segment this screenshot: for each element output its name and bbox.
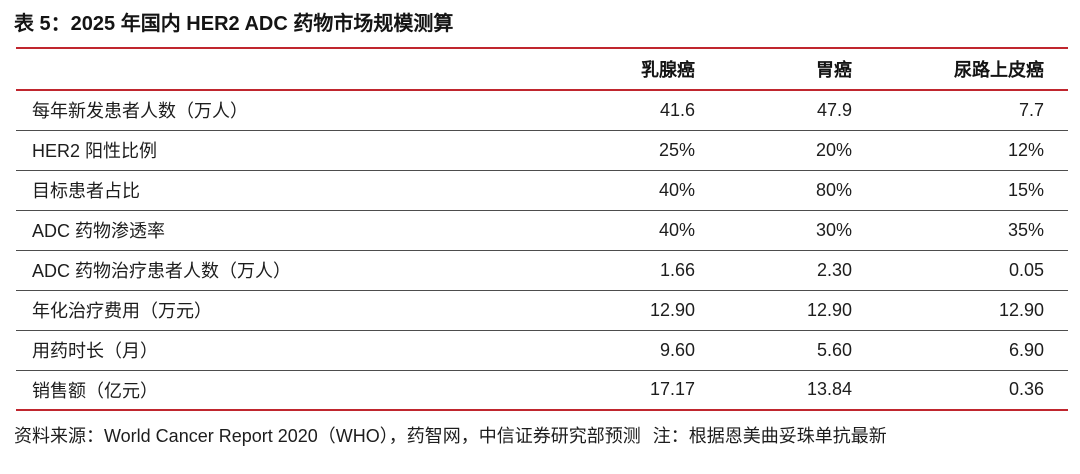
row-label: ADC 药物治疗患者人数（万人） [16, 250, 416, 291]
row-value: 40% [416, 210, 719, 251]
header-row-label [16, 47, 416, 91]
table-row: ADC 药物渗透率 40% 30% 35% [16, 210, 1068, 251]
row-label: 每年新发患者人数（万人） [16, 90, 416, 131]
table-row: HER2 阳性比例 25% 20% 12% [16, 130, 1068, 171]
source-text: 资料来源：World Cancer Report 2020（WHO），药智网，中… [14, 426, 641, 446]
row-value: 41.6 [416, 90, 719, 131]
header-col-urothelial-cancer: 尿路上皮癌 [876, 47, 1068, 91]
row-value: 1.66 [416, 250, 719, 291]
row-value: 25% [416, 130, 719, 171]
table-title: 表 5：2025 年国内 HER2 ADC 药物市场规模测算 [14, 13, 454, 35]
source-note-line: 资料来源：World Cancer Report 2020（WHO），药智网，中… [14, 424, 1066, 448]
row-value: 0.05 [876, 250, 1068, 291]
row-label: 目标患者占比 [16, 170, 416, 211]
row-label: 销售额（亿元） [16, 370, 416, 411]
row-value: 9.60 [416, 330, 719, 371]
row-label: ADC 药物渗透率 [16, 210, 416, 251]
row-label: 年化治疗费用（万元） [16, 290, 416, 331]
table-row: 销售额（亿元） 17.17 13.84 0.36 [16, 370, 1068, 411]
header-col-breast-cancer: 乳腺癌 [416, 47, 719, 91]
row-value: 47.9 [719, 90, 876, 131]
row-value: 80% [719, 170, 876, 211]
table-row: 用药时长（月） 9.60 5.60 6.90 [16, 330, 1068, 371]
row-value: 35% [876, 210, 1068, 251]
row-value: 12% [876, 130, 1068, 171]
row-value: 15% [876, 170, 1068, 211]
table-row: 年化治疗费用（万元） 12.90 12.90 12.90 [16, 290, 1068, 331]
market-size-table: 乳腺癌 胃癌 尿路上皮癌 每年新发患者人数（万人） 41.6 47.9 7.7 HER2… [16, 47, 1068, 411]
row-value: 6.90 [876, 330, 1068, 371]
row-value: 5.60 [719, 330, 876, 371]
table-body: 每年新发患者人数（万人） 41.6 47.9 7.7 HER2 阳性比例 25% 20% 12… [16, 90, 1068, 411]
table-row: 目标患者占比 40% 80% 15% [16, 170, 1068, 211]
row-value: 2.30 [719, 250, 876, 291]
row-label: HER2 阳性比例 [16, 130, 416, 171]
row-value: 30% [719, 210, 876, 251]
row-value: 20% [719, 130, 876, 171]
row-value: 7.7 [876, 90, 1068, 131]
header-row: 乳腺癌 胃癌 尿路上皮癌 [16, 47, 1068, 91]
row-label: 用药时长（月） [16, 330, 416, 371]
table-header: 乳腺癌 胃癌 尿路上皮癌 [16, 47, 1068, 91]
table-row: 每年新发患者人数（万人） 41.6 47.9 7.7 [16, 90, 1068, 131]
row-value: 12.90 [416, 290, 719, 331]
note-text: 注：根据恩美曲妥珠单抗最新 [652, 426, 887, 446]
row-value: 12.90 [719, 290, 876, 331]
row-value: 17.17 [416, 370, 719, 411]
row-value: 12.90 [876, 290, 1068, 331]
row-value: 13.84 [719, 370, 876, 411]
row-value: 40% [416, 170, 719, 211]
table-row: ADC 药物治疗患者人数（万人） 1.66 2.30 0.05 [16, 250, 1068, 291]
header-col-gastric-cancer: 胃癌 [719, 47, 876, 91]
row-value: 0.36 [876, 370, 1068, 411]
